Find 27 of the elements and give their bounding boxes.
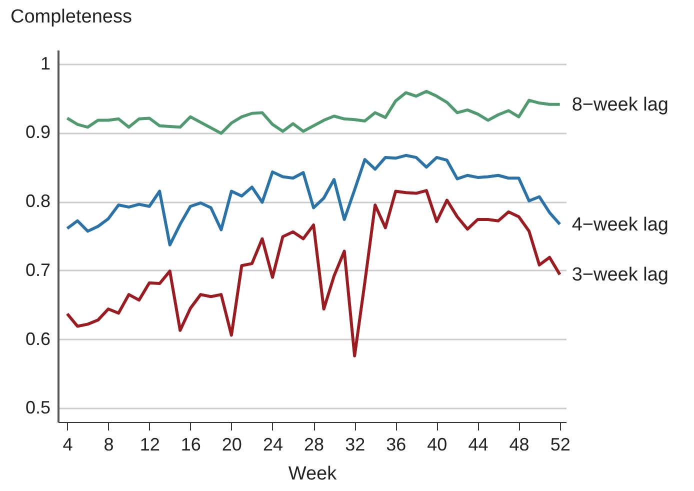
y-tick-label: 0.6 [25, 328, 50, 349]
line-series [66, 154, 562, 246]
y-tick-label: 0.9 [25, 122, 50, 142]
x-tick-label: 48 [509, 434, 530, 454]
series-label: 3−week lag [572, 264, 668, 286]
series-label: 4−week lag [572, 214, 668, 236]
x-tick-label: 12 [140, 434, 160, 454]
x-tick-label: 4 [62, 434, 73, 454]
series-label: 8−week lag [572, 94, 668, 116]
y-tick-label: 0.5 [25, 398, 50, 418]
line-series [66, 189, 562, 358]
y-tick-label: 0.7 [25, 260, 50, 280]
x-tick-label: 28 [304, 434, 324, 454]
x-tick-label: 40 [427, 434, 448, 454]
x-tick-label: 20 [222, 434, 242, 454]
x-tick-label: 24 [262, 434, 284, 454]
x-tick-label: 16 [180, 434, 201, 454]
x-tick-label: 32 [345, 434, 366, 454]
line-series [66, 90, 562, 135]
x-tick-label: 8 [104, 434, 114, 454]
x-tick-label: 36 [386, 434, 406, 454]
y-tick-label: 1 [40, 53, 50, 74]
x-axis-title: Week [288, 464, 338, 484]
y-tick-label: 0.8 [25, 191, 50, 212]
x-tick-label: 52 [550, 434, 570, 454]
y-axis-title: Completeness [10, 6, 132, 28]
x-tick-label: 44 [468, 434, 488, 454]
